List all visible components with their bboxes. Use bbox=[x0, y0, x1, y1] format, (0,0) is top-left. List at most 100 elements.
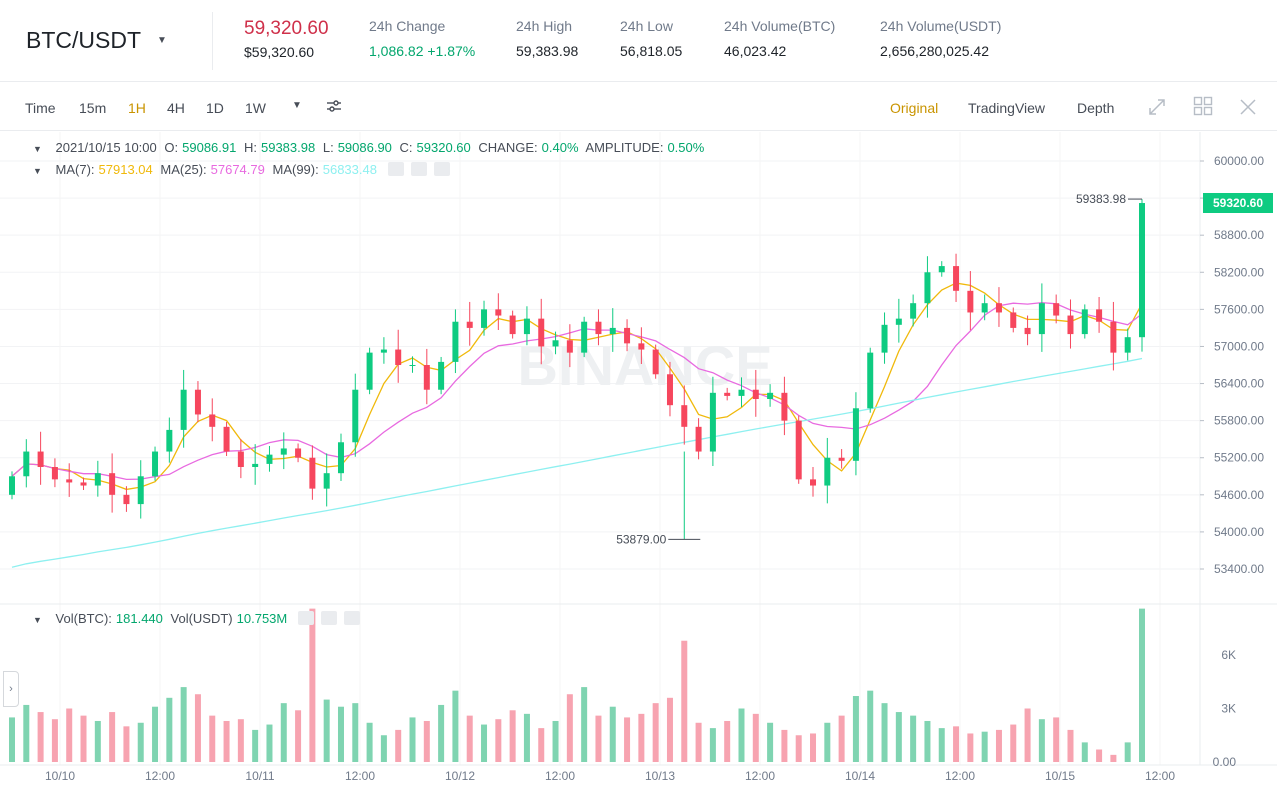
stat-value: 59,383.98 bbox=[516, 43, 579, 59]
candle-body bbox=[666, 374, 673, 406]
ma7-value: 57913.04 bbox=[98, 162, 153, 177]
collapse-caret-icon[interactable]: ▼ bbox=[33, 144, 42, 154]
interval-1w[interactable]: 1W bbox=[245, 100, 266, 116]
grid-layer bbox=[0, 132, 1277, 766]
candle-body bbox=[995, 303, 1002, 313]
volume-bar bbox=[781, 729, 788, 762]
candle-body bbox=[795, 420, 802, 480]
settings-icon[interactable] bbox=[320, 611, 337, 625]
price-axis-label: 54000.00 bbox=[1214, 525, 1264, 539]
legend-high: 59383.98 bbox=[260, 140, 316, 155]
volume-bar bbox=[123, 726, 130, 762]
time-axis-label: 10/15 bbox=[1045, 769, 1075, 783]
stat-label: 24h Low bbox=[620, 18, 673, 34]
price-chart[interactable]: BINANCE 60000.0059400.0058800.0058200.00… bbox=[0, 132, 1277, 793]
interval-4h[interactable]: 4H bbox=[167, 100, 185, 116]
interval-1h[interactable]: 1H bbox=[128, 100, 146, 116]
settings-sliders-icon[interactable] bbox=[325, 97, 343, 118]
watermark: BINANCE bbox=[517, 334, 772, 397]
volume-bar bbox=[280, 703, 287, 762]
volume-bar bbox=[423, 720, 430, 762]
candle-body bbox=[37, 451, 44, 467]
candle-body bbox=[352, 389, 359, 443]
grid-layout-icon[interactable] bbox=[1193, 96, 1213, 119]
volume-bar bbox=[666, 697, 673, 762]
collapse-caret-icon[interactable]: ▼ bbox=[33, 166, 42, 176]
view-original[interactable]: Original bbox=[890, 100, 939, 116]
candle-body bbox=[252, 463, 259, 467]
volume-bar bbox=[66, 708, 73, 762]
ma25-label: MA(25): bbox=[160, 162, 207, 177]
volume-bar bbox=[409, 717, 416, 762]
candle-body bbox=[824, 457, 831, 486]
volume-bar bbox=[538, 728, 545, 762]
volume-bar bbox=[352, 703, 359, 762]
candle-body bbox=[895, 318, 902, 325]
remove-icon[interactable] bbox=[433, 162, 450, 176]
volume-bar bbox=[867, 690, 874, 762]
remove-icon[interactable] bbox=[343, 611, 360, 625]
candle-body bbox=[180, 389, 187, 430]
candle-body bbox=[1110, 321, 1117, 353]
volume-bar bbox=[709, 728, 716, 762]
stat-24h-volume-btc: 24h Volume(BTC) 46,023.42 bbox=[724, 18, 835, 59]
volume-bar bbox=[638, 713, 645, 762]
volume-bar bbox=[552, 720, 559, 762]
close-icon[interactable] bbox=[1239, 98, 1257, 119]
marker-layer: 53879.00 59383.98 bbox=[616, 192, 1142, 546]
legend-l-label: L: bbox=[322, 140, 334, 155]
view-depth[interactable]: Depth bbox=[1077, 100, 1115, 116]
interval-1d[interactable]: 1D bbox=[206, 100, 224, 116]
candle-body bbox=[838, 457, 845, 461]
volume-bar bbox=[724, 720, 731, 762]
vol-btc-value: 181.440 bbox=[115, 611, 163, 626]
ma-legend: ▼ MA(7): 57913.04 MA(25): 57674.79 MA(99):… bbox=[33, 162, 454, 177]
interval-15m[interactable]: 15m bbox=[79, 100, 107, 116]
volume-bar bbox=[995, 729, 1002, 762]
expand-sidebar-chevron-icon[interactable]: › bbox=[3, 671, 19, 707]
candle-body bbox=[1038, 303, 1045, 335]
view-tradingview[interactable]: TradingView bbox=[968, 100, 1046, 116]
more-intervals-caret-icon[interactable]: ▼ bbox=[292, 100, 302, 111]
volume-bar bbox=[51, 719, 58, 762]
vol-usdt-value: 10.753M bbox=[236, 611, 288, 626]
candle-body bbox=[552, 340, 559, 347]
legend-change-label: CHANGE: bbox=[478, 140, 538, 155]
time-axis-label: 12:00 bbox=[745, 769, 775, 783]
pair-selector[interactable]: BTC/USDT ▼ bbox=[26, 27, 167, 54]
candle-body bbox=[910, 303, 917, 319]
volume-bar bbox=[9, 717, 15, 762]
candle-body bbox=[709, 392, 716, 452]
time-axis-label: 12:00 bbox=[145, 769, 175, 783]
volume-bar bbox=[852, 696, 859, 762]
min-price-label: 53879.00 bbox=[616, 532, 666, 546]
time-axis-label: 10/13 bbox=[645, 769, 675, 783]
time-axis-label: 10/11 bbox=[245, 769, 274, 783]
interval-time[interactable]: Time bbox=[25, 100, 56, 116]
volume-bar bbox=[366, 722, 373, 762]
candle-body bbox=[209, 414, 216, 427]
candle-body bbox=[752, 389, 759, 399]
candle-body bbox=[938, 266, 945, 273]
volume-bar bbox=[967, 733, 974, 762]
volume-bar bbox=[824, 722, 831, 762]
fullscreen-icon[interactable] bbox=[1147, 97, 1167, 120]
candle-body bbox=[323, 473, 330, 489]
volume-axis-label: 0.00 bbox=[1213, 755, 1237, 769]
volume-bar bbox=[438, 704, 445, 762]
eye-icon[interactable] bbox=[297, 611, 314, 625]
price-axis-label: 58800.00 bbox=[1214, 228, 1264, 242]
volume-bar bbox=[895, 712, 902, 762]
candle-body bbox=[9, 476, 15, 495]
volume-bar bbox=[581, 687, 588, 762]
eye-icon[interactable] bbox=[387, 162, 404, 176]
time-axis-label: 12:00 bbox=[1145, 769, 1175, 783]
collapse-caret-icon[interactable]: ▼ bbox=[33, 615, 42, 625]
volume-bar bbox=[1053, 717, 1060, 762]
volume-axis-label: 3K bbox=[1221, 702, 1236, 716]
candle-body bbox=[123, 494, 130, 505]
volume-bar bbox=[295, 710, 302, 762]
settings-icon[interactable] bbox=[410, 162, 427, 176]
candle-body bbox=[738, 389, 745, 396]
divider bbox=[212, 12, 213, 70]
